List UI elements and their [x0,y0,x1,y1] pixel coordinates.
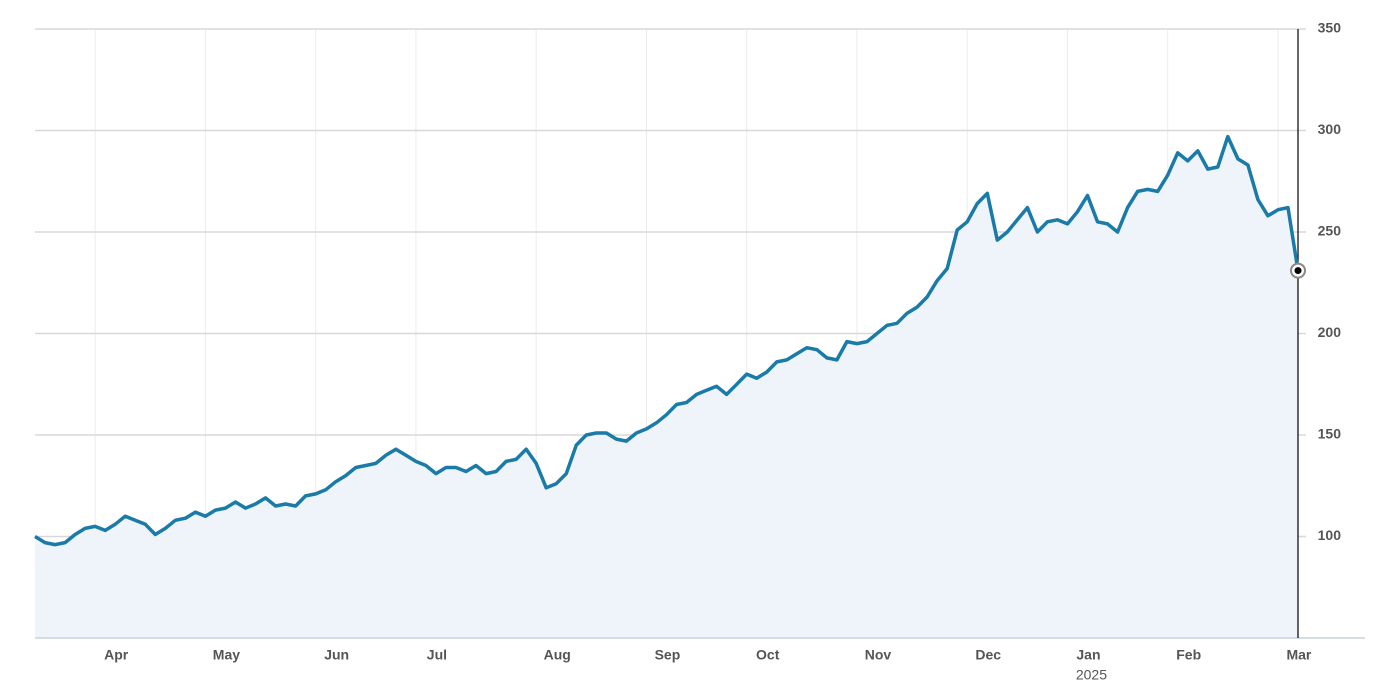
y-tick-label: 350 [1318,20,1342,36]
x-tick-label: Jan [1076,647,1100,663]
price-line [34,134,1300,547]
y-tick-label: 250 [1318,223,1342,239]
x-tick-label: Apr [104,647,129,663]
x-tick-label: Aug [544,647,571,663]
y-tick-label: 150 [1318,426,1342,442]
x-tick-label: Jun [324,647,349,663]
x-tick-label: Mar [1286,647,1311,663]
y-tick-label: 200 [1318,324,1342,340]
x-tick-label: Nov [865,647,892,663]
x-tick-label: Oct [756,647,780,663]
area [35,136,1298,638]
x-tick-label: May [213,647,240,663]
x-tick-label: Feb [1176,647,1201,663]
y-tick-label: 100 [1318,527,1342,543]
x-tick-label: Sep [655,647,681,663]
end-marker-dot [1294,267,1302,275]
x-tick-label: Dec [975,647,1001,663]
y-tick-label: 300 [1318,121,1342,137]
year-label: 2025 [1076,667,1107,683]
x-tick-label: Jul [427,647,447,663]
